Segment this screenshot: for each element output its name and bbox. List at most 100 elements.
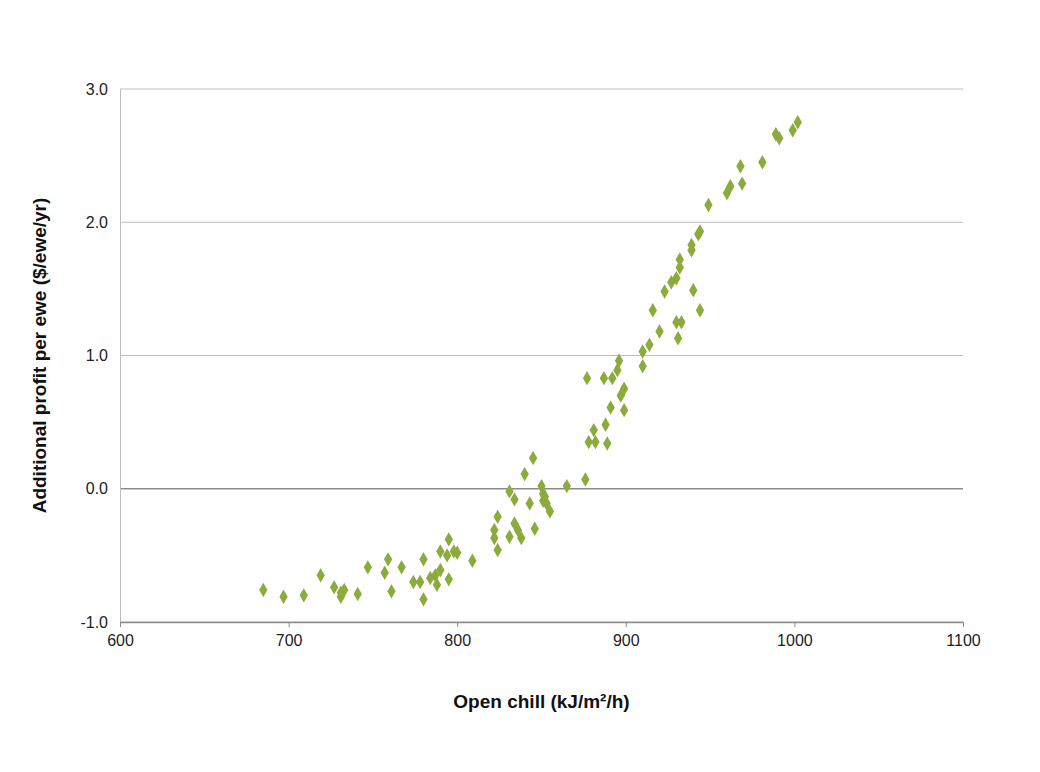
point — [655, 324, 663, 338]
point — [726, 179, 734, 193]
point — [696, 224, 704, 238]
x-tick-label: 900 — [613, 632, 640, 649]
point — [340, 583, 348, 597]
x-axis-title: Open chill (kJ/m²/h) — [453, 691, 629, 712]
point — [676, 260, 684, 274]
point — [563, 479, 571, 493]
point — [674, 331, 682, 345]
chart: -1.0 0.0 1.0 2.0 3.0 600 700 800 900 1000 1100 Open… — [0, 0, 1040, 772]
point — [583, 371, 591, 385]
x-tick-label: 1000 — [777, 632, 813, 649]
point — [505, 530, 513, 544]
point — [381, 565, 389, 579]
y-tick-label: 2.0 — [86, 214, 108, 231]
point — [453, 546, 461, 560]
point — [436, 544, 444, 558]
y-tick-label: -1.0 — [80, 614, 108, 631]
point — [490, 531, 498, 545]
point — [520, 467, 528, 481]
points — [259, 115, 802, 606]
x-tick: 700 — [276, 622, 303, 649]
y-tick: 3.0 — [86, 81, 120, 98]
point — [517, 531, 525, 545]
point — [696, 303, 704, 317]
point — [279, 589, 287, 603]
point — [397, 560, 405, 574]
point — [615, 354, 623, 368]
grid-line — [120, 222, 963, 223]
point — [591, 435, 599, 449]
point — [494, 510, 502, 524]
grid — [120, 89, 963, 622]
x-axis: 600 700 800 900 1000 1100 — [107, 622, 981, 649]
y-axis-title: Additional profit per ewe ($/ewe/yr) — [29, 198, 50, 514]
grid-line — [120, 89, 963, 90]
point — [384, 552, 392, 566]
x-axis-line — [121, 622, 964, 624]
point — [677, 315, 685, 329]
point — [416, 575, 424, 589]
point — [704, 198, 712, 212]
point — [445, 532, 453, 546]
point — [259, 583, 267, 597]
point — [316, 568, 324, 582]
x-tick-mark — [626, 622, 627, 627]
x-tick-label: 1100 — [946, 632, 981, 649]
point — [620, 403, 628, 417]
y-axis-line — [120, 90, 121, 623]
point — [606, 400, 614, 414]
point — [300, 588, 308, 602]
grid-line — [120, 622, 963, 623]
y-tick: 2.0 — [86, 214, 120, 231]
point — [510, 492, 518, 506]
point — [387, 584, 395, 598]
point — [546, 504, 554, 518]
y-tick: -1.0 — [80, 614, 120, 631]
point — [758, 155, 766, 169]
x-tick: 1100 — [946, 622, 981, 649]
point — [645, 338, 653, 352]
y-tick: 0.0 — [86, 480, 120, 497]
point — [660, 284, 668, 298]
point — [687, 243, 695, 257]
point — [738, 176, 746, 190]
point — [526, 496, 534, 510]
point — [433, 577, 441, 591]
point — [689, 283, 697, 297]
point — [600, 371, 608, 385]
x-tick-mark — [794, 622, 795, 627]
point — [736, 159, 744, 173]
point — [620, 382, 628, 396]
point — [603, 436, 611, 450]
point — [649, 303, 657, 317]
x-tick-label: 600 — [107, 632, 134, 649]
x-tick-mark — [289, 622, 290, 627]
x-tick-mark — [963, 622, 964, 627]
point — [638, 344, 646, 358]
point — [529, 451, 537, 465]
x-tick: 1000 — [777, 622, 813, 649]
point — [354, 587, 362, 601]
point — [590, 423, 598, 437]
point — [638, 359, 646, 373]
x-tick: 800 — [444, 622, 471, 649]
y-tick: 1.0 — [86, 347, 120, 364]
y-tick-label: 1.0 — [86, 347, 108, 364]
x-tick-label: 800 — [444, 632, 471, 649]
y-axis: -1.0 0.0 1.0 2.0 3.0 — [80, 81, 120, 631]
y-tick-label: 0.0 — [86, 480, 108, 497]
point — [794, 115, 802, 129]
point — [531, 522, 539, 536]
x-tick-mark — [457, 622, 458, 627]
x-tick-label: 700 — [276, 632, 303, 649]
x-tick-mark — [120, 622, 121, 627]
point — [419, 552, 427, 566]
point — [445, 572, 453, 586]
y-tick-label: 3.0 — [86, 81, 108, 98]
point — [581, 472, 589, 486]
point — [364, 560, 372, 574]
point — [468, 553, 476, 567]
x-tick: 600 — [107, 622, 134, 649]
x-tick: 900 — [613, 622, 640, 649]
point — [775, 131, 783, 145]
